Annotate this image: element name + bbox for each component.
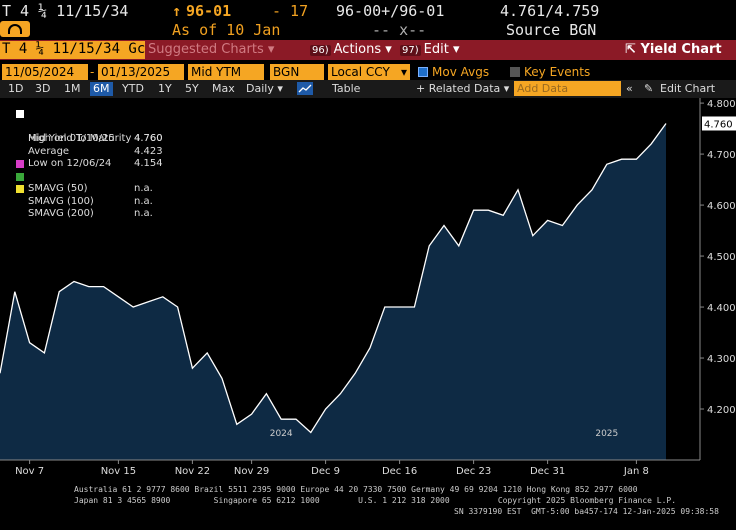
checkbox-checked-icon: [418, 67, 428, 77]
series-line: [0, 123, 667, 434]
source-field[interactable]: BGN: [270, 64, 324, 80]
edit-chart-button[interactable]: Edit Chart: [660, 82, 716, 95]
x-tick-label: Dec 16: [382, 466, 417, 477]
footer: Australia 61 2 9777 8600 Brazil 5511 239…: [0, 482, 736, 530]
price: 96-01: [186, 2, 232, 20]
y-tick-label: 4.400: [707, 303, 736, 314]
range-1m-button[interactable]: 1M: [64, 82, 81, 95]
checkbox-unchecked-icon: [510, 67, 520, 77]
footer-phones-1: Australia 61 2 9777 8600 Brazil 5511 239…: [74, 485, 638, 494]
currency-dropdown[interactable]: Local CCY ▾: [328, 64, 410, 80]
y-tick-label: 4.600: [707, 201, 736, 212]
as-of-date: As of 10 Jan: [172, 21, 281, 39]
table-button[interactable]: Table: [332, 82, 361, 95]
legend-swatch: [16, 160, 24, 168]
security-input[interactable]: T 4 ¼ 11/15/34 Gc: [0, 41, 145, 59]
x-tick-label: Nov 29: [234, 466, 269, 477]
x-tick-label: Nov 22: [175, 466, 210, 477]
parameter-bar: 11/05/2024 - 01/13/2025 Mid YTM BGN Loca…: [0, 62, 736, 82]
x-tick-label: Nov 7: [15, 466, 44, 477]
footer-session: SN 3379190 EST GMT-5:00 ba457-174 12-Jan…: [454, 507, 719, 516]
x-tick-label: Jan 8: [623, 466, 649, 477]
mov-avgs-toggle[interactable]: Mov Avgs: [418, 64, 489, 80]
line-chart-icon[interactable]: [297, 82, 313, 95]
bid-ask: 96-00+/96-01: [336, 2, 445, 20]
legend-row-smavg50[interactable]: SMAVG (50) n.a.: [14, 158, 153, 194]
year-label: 2024: [270, 429, 293, 439]
bid-ask-yields: 4.761/4.759: [500, 2, 600, 20]
quote-header: T 4 ¼ 11/15/34 ↑ 96-01 - 17 96-00+/96-01…: [0, 0, 736, 40]
suggested-charts-menu[interactable]: Suggested Charts ▾: [148, 42, 275, 57]
edit-menu[interactable]: 97) Edit ▾: [400, 42, 460, 57]
pencil-icon[interactable]: ✎: [644, 82, 654, 95]
x-tick-label: Nov 15: [101, 466, 136, 477]
yield-chart[interactable]: 4.800 4.700 4.600 4.500 4.400 4.300 4.200 4.760…: [0, 98, 736, 480]
chart-svg[interactable]: 4.800 4.700 4.600 4.500 4.400 4.300 4.200 4.760…: [0, 98, 736, 480]
legend-swatch: [16, 172, 24, 181]
legend-row-high: High on 01/10/25 4.760: [28, 133, 163, 144]
footer-phones-2: Japan 81 3 4565 8900 Singapore 65 6212 1…: [74, 496, 677, 505]
y-tick-label: 4.300: [707, 354, 736, 365]
y-tick-label: 4.500: [707, 252, 736, 263]
y-tick-label: 4.800: [707, 99, 736, 110]
range-6m-button[interactable]: 6M: [90, 82, 113, 96]
y-tick-label: 4.200: [707, 405, 736, 416]
bloomberg-logo-icon: [0, 21, 30, 37]
x-tick-label: Dec 9: [311, 466, 340, 477]
key-events-toggle[interactable]: Key Events: [510, 64, 590, 80]
yield-chart-title[interactable]: ⇱ Yield Chart: [625, 42, 722, 57]
ticker: T 4 ¼ 11/15/34: [2, 2, 129, 20]
range-max-button[interactable]: Max: [212, 82, 235, 95]
chart-legend: Mid Yield To Maturity 4.760 High on 01/10…: [14, 108, 163, 219]
year-label: 2025: [595, 429, 618, 439]
range-ytd-button[interactable]: YTD: [122, 82, 144, 95]
price-arrow: ↑: [172, 2, 182, 20]
export-icon: ⇱: [625, 42, 636, 57]
y-tick-label: 4.700: [707, 150, 736, 161]
legend-row-smavg200[interactable]: SMAVG (200) n.a.: [14, 183, 153, 219]
date-separator: -: [90, 65, 95, 79]
chevron-down-icon: ▾: [400, 65, 407, 79]
collapse-left-icon[interactable]: «: [626, 82, 633, 95]
size: -- x--: [372, 21, 427, 39]
legend-row-low: Low on 12/06/24 4.154: [28, 158, 163, 169]
add-data-input[interactable]: Add Data: [514, 81, 621, 96]
range-3d-button[interactable]: 3D: [35, 82, 51, 95]
field-selector[interactable]: Mid YTM: [188, 64, 264, 80]
start-date-field[interactable]: 11/05/2024: [2, 64, 88, 80]
frequency-dropdown[interactable]: Daily ▾: [246, 82, 283, 95]
range-1y-button[interactable]: 1Y: [158, 82, 172, 95]
legend-row-smavg100[interactable]: SMAVG (100) n.a.: [14, 171, 153, 207]
related-data-menu[interactable]: + Related Data ▾: [416, 82, 510, 95]
legend-row-average: Average 4.423: [28, 145, 163, 157]
legend-row-ytm[interactable]: Mid Yield To Maturity 4.760: [14, 108, 163, 144]
last-value-box: [702, 116, 736, 131]
price-change: - 17: [272, 2, 309, 20]
range-1d-button[interactable]: 1D: [8, 82, 24, 95]
legend-swatch: [16, 110, 24, 118]
chart-toolbar: 1D 3D 1M 6M YTD 1Y 5Y Max Daily ▾ Table …: [0, 80, 736, 98]
pricing-source: Source BGN: [506, 21, 597, 39]
legend-swatch: [16, 185, 24, 193]
last-value-label: 4.760: [704, 119, 733, 130]
x-tick-label: Dec 31: [530, 466, 565, 477]
range-5y-button[interactable]: 5Y: [185, 82, 199, 95]
end-date-field[interactable]: 01/13/2025: [98, 64, 184, 80]
series-area: [0, 123, 666, 460]
command-bar: T 4 ¼ 11/15/34 Gc Suggested Charts ▾ 96)…: [0, 40, 736, 60]
x-tick-label: Dec 23: [456, 466, 491, 477]
actions-menu[interactable]: 96) Actions ▾: [310, 42, 392, 57]
